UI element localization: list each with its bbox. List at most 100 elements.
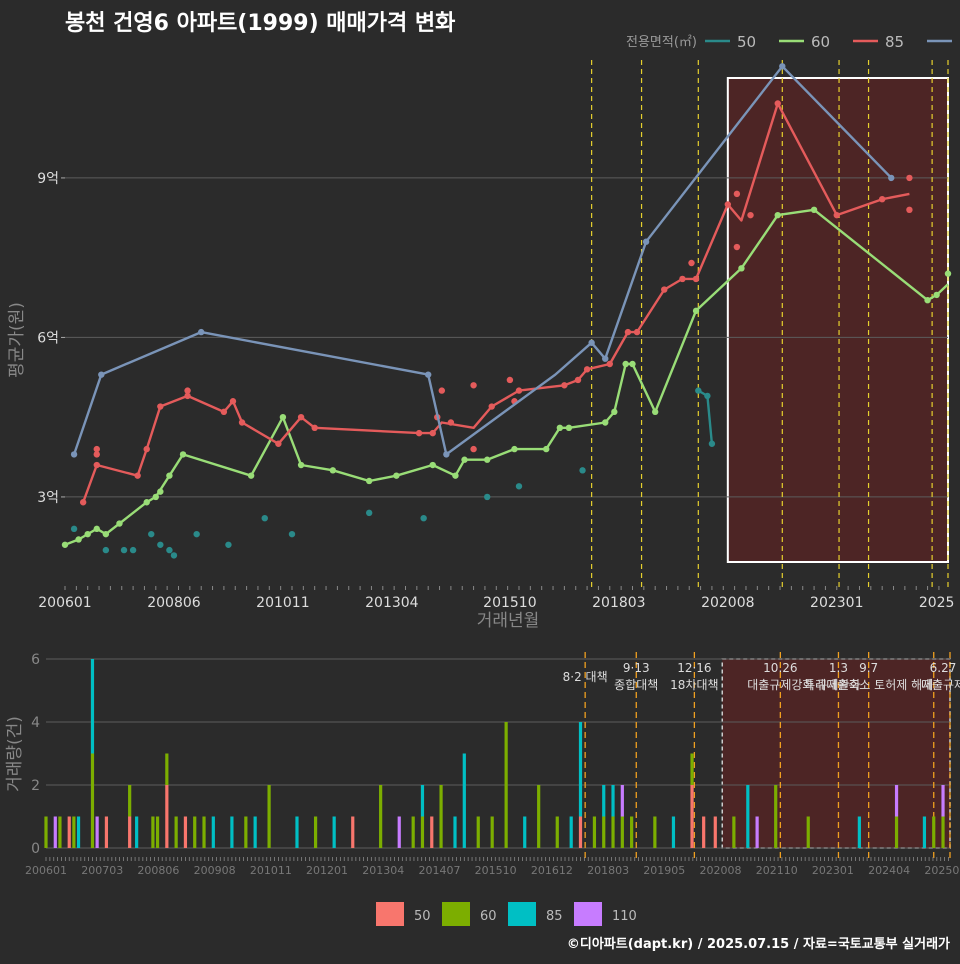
volume-bar-60: [174, 816, 178, 848]
policy-annotation: 9.7: [859, 661, 878, 675]
data-point-60: [429, 461, 436, 469]
data-point-85: [633, 328, 641, 336]
volume-bar-60: [58, 816, 62, 848]
legend-label-60: 60: [811, 33, 830, 51]
series-line-50: [697, 389, 714, 444]
volume-bar-60: [504, 722, 508, 848]
policy-annotation: 9·13: [623, 661, 650, 675]
series-line-110: [72, 65, 893, 456]
volume-x-tick-label: 201510: [475, 864, 517, 877]
data-point-50: [695, 387, 702, 394]
volume-bar-60: [611, 816, 615, 848]
volume-x-tick-label: 201407: [418, 864, 460, 877]
data-point-60: [297, 461, 305, 469]
data-point-60: [61, 541, 69, 548]
volume-bar-110: [95, 816, 99, 848]
series-line-60: [64, 208, 949, 546]
volume-y-axis-label: 거래량(건): [5, 716, 25, 792]
data-point-50: [170, 552, 178, 559]
x-tick-label: 201304: [365, 595, 419, 611]
data-point-50: [148, 530, 155, 538]
volume-bar-85: [602, 785, 606, 817]
volume-bar-50: [165, 785, 169, 848]
volume-bar-50: [67, 816, 71, 848]
volume-bar-50: [713, 816, 717, 848]
policy-annotation: 특례대출축소 토허제 해제: [804, 678, 933, 692]
volume-bar-60: [128, 785, 132, 817]
volume-bar-50: [578, 816, 583, 848]
volume-x-tick-label: 200908: [194, 864, 236, 877]
data-point-85: [143, 445, 150, 453]
data-point-85: [833, 211, 840, 219]
volume-bar-60: [490, 816, 494, 848]
data-point-85: [429, 429, 436, 437]
data-point-85: [184, 392, 191, 400]
volume-x-tick-label: 201011: [250, 864, 292, 877]
volume-bar-60: [555, 816, 559, 848]
data-point-85: [134, 472, 141, 479]
data-point-85: [661, 286, 668, 293]
volume-bar-60: [932, 816, 936, 848]
policy-annotation: 18차대책: [670, 677, 718, 692]
data-point-60: [622, 360, 629, 368]
data-point-60: [461, 456, 468, 463]
volume-bar-50: [430, 816, 434, 848]
legend-title: 전용면적(㎡): [626, 35, 697, 50]
chart-title: 봉천 건영6 아파트(1999) 매매가격 변화: [65, 11, 455, 36]
volume-bar-60: [690, 753, 694, 785]
data-point-60: [511, 445, 518, 453]
data-point-85: [470, 382, 477, 389]
volume-y-tick-label: 2: [31, 778, 40, 794]
data-point-50: [579, 467, 586, 474]
data-point-60: [924, 297, 931, 304]
data-point-110: [602, 355, 609, 362]
data-point-85: [906, 206, 913, 214]
data-point-60: [810, 206, 818, 214]
volume-bar-110: [53, 816, 57, 848]
volume-highlight-region: [721, 658, 951, 849]
volume-y-tick-label: 0: [31, 841, 40, 857]
volume-bar-85: [230, 816, 234, 848]
volume-bar-50: [104, 816, 109, 848]
data-point-60: [75, 536, 82, 543]
data-point-110: [779, 63, 786, 70]
volume-bar-chart: 0 2 4 6 거래량(건) 8·2 대책 9·13 종합대책 12·16 18차대책 10.26 대…: [5, 652, 960, 926]
data-point-50: [166, 546, 173, 554]
data-point-50: [288, 530, 296, 538]
data-point-85: [561, 382, 568, 389]
data-point-85: [229, 398, 237, 405]
data-point-85: [93, 461, 100, 469]
data-point-85: [79, 499, 87, 506]
data-point-60: [179, 451, 187, 458]
volume-bar-85: [523, 816, 527, 848]
volume-bar-60: [476, 816, 480, 848]
volume-x-tick-label: 202008: [700, 864, 742, 877]
volume-bar-60: [72, 816, 76, 848]
data-point-85: [238, 419, 246, 426]
volume-bar-85: [453, 816, 457, 848]
x-tick-label: 201803: [592, 595, 645, 611]
data-point-85: [447, 419, 455, 426]
volume-bar-110: [397, 816, 401, 848]
data-point-85: [470, 445, 477, 453]
volume-bar-85: [90, 659, 95, 754]
y-axis-label: 평균가(원): [7, 302, 27, 378]
data-point-50: [157, 541, 164, 548]
data-point-60: [116, 520, 123, 527]
volume-bar-60: [806, 816, 810, 848]
volume-bar-60: [732, 816, 736, 848]
data-point-50: [515, 483, 523, 490]
volume-bar-50: [128, 816, 132, 848]
volume-bar-60: [602, 816, 606, 848]
data-point-60: [944, 270, 952, 277]
data-point-60: [143, 499, 150, 506]
data-point-60: [933, 291, 940, 299]
legend-label-85: 85: [885, 33, 904, 51]
x-tick-label: 201510: [483, 595, 536, 611]
volume-legend-label-50: 50: [414, 909, 431, 924]
data-point-110: [98, 371, 105, 378]
policy-annotation: 1.3: [829, 661, 848, 675]
data-point-85: [506, 376, 514, 384]
